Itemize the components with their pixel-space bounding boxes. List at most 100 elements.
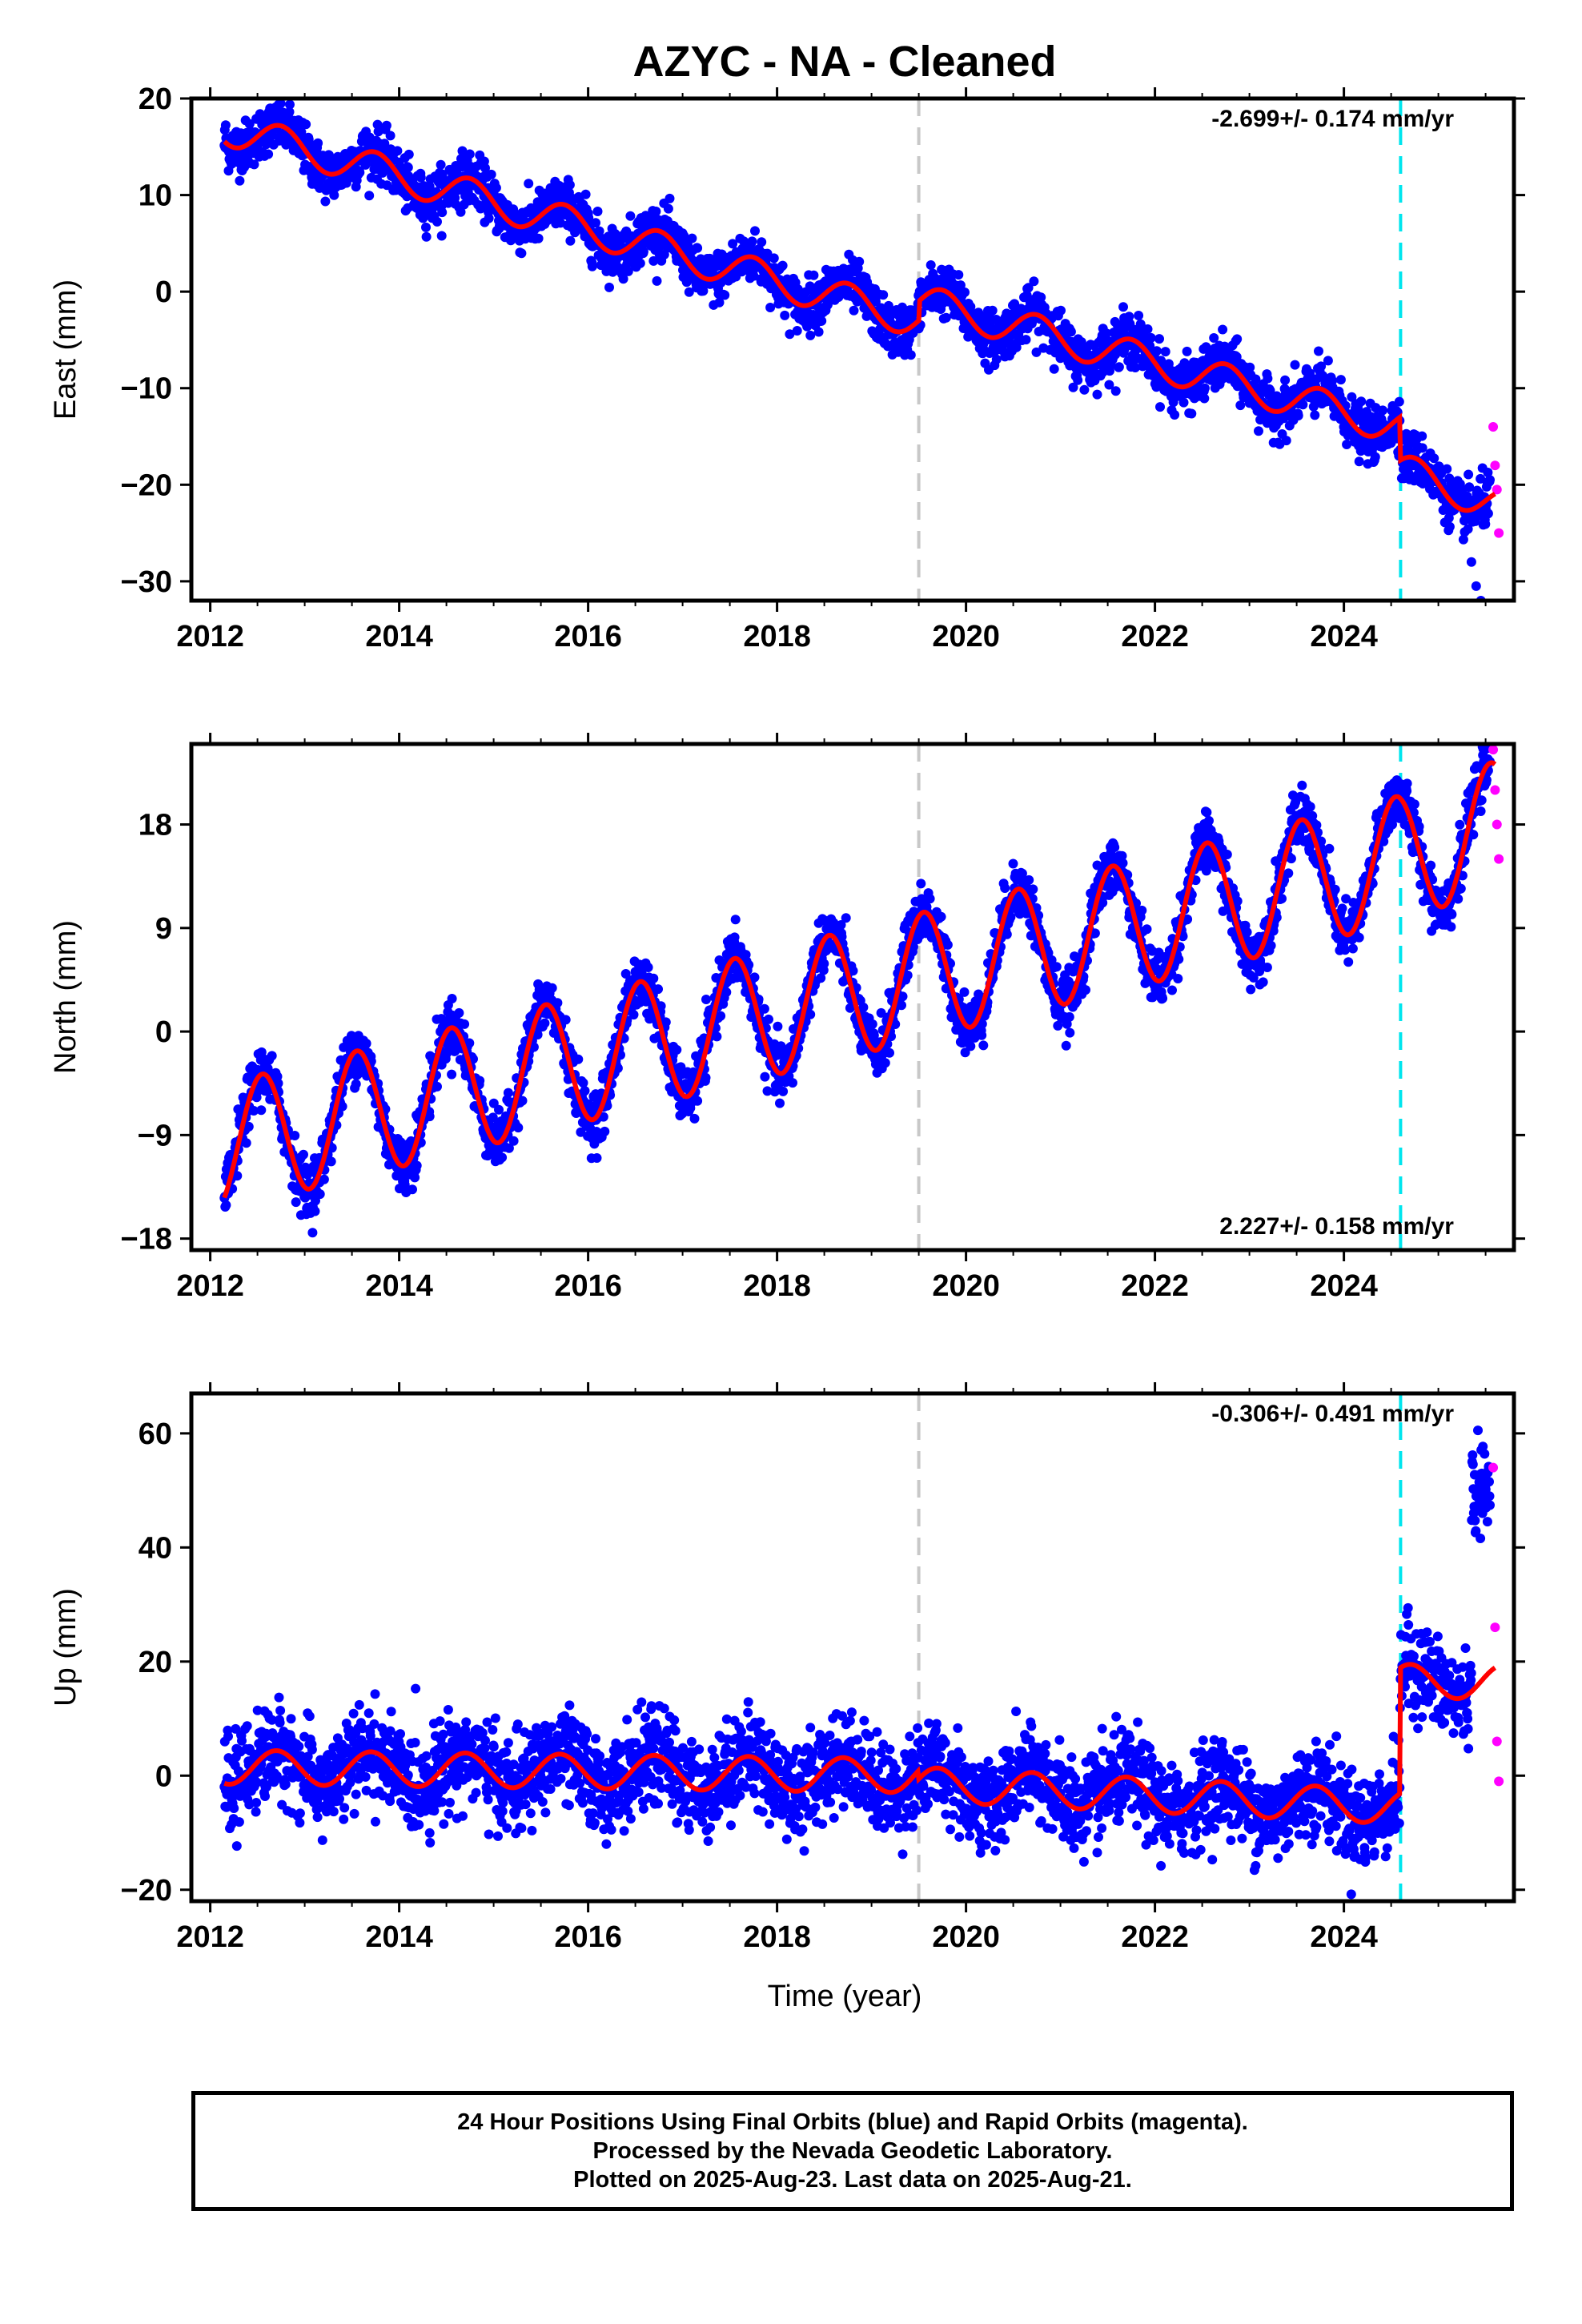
final-orbit-point (941, 312, 951, 323)
final-orbit-point (625, 211, 636, 221)
final-orbit-point (788, 1078, 797, 1088)
final-orbit-point (916, 879, 926, 889)
final-orbit-point (648, 973, 659, 983)
final-orbit-point (241, 1138, 251, 1148)
final-orbit-point (580, 1086, 590, 1096)
final-orbit-point (883, 300, 893, 311)
final-orbit-point (1480, 519, 1491, 529)
final-orbit-point (235, 175, 245, 186)
final-orbit-point (1335, 375, 1346, 385)
final-orbit-point (730, 915, 741, 925)
final-orbit-point (552, 998, 563, 1008)
final-orbit-point (310, 1206, 320, 1216)
final-orbit-point (580, 189, 591, 199)
final-orbit-point (1466, 557, 1476, 567)
final-orbit-point (867, 1019, 877, 1029)
final-orbit-point (503, 1088, 513, 1098)
x-tick-label: 2016 (554, 620, 622, 653)
final-orbit-point (1178, 397, 1189, 408)
final-orbit-point (285, 99, 295, 110)
final-orbit-point (313, 138, 323, 148)
final-orbit-point (385, 131, 396, 141)
final-orbit-point (1110, 386, 1121, 396)
final-orbit-point (416, 172, 426, 183)
final-orbit-point (684, 287, 694, 297)
final-orbit-point (592, 207, 603, 216)
final-orbit-point (432, 216, 442, 227)
final-orbit-point (721, 987, 732, 997)
final-orbit-point (955, 280, 966, 291)
final-orbit-point (773, 1021, 783, 1031)
final-orbit-point (364, 191, 375, 201)
final-orbit-point (1146, 332, 1156, 343)
final-orbit-point (954, 270, 964, 280)
final-orbit-point (663, 203, 673, 214)
final-orbit-point (1471, 581, 1481, 591)
final-orbit-point (959, 987, 970, 997)
final-orbit-point (296, 127, 307, 137)
final-orbit-point (1281, 436, 1291, 446)
chart-title: AZYC - NA - Cleaned (632, 38, 1056, 86)
panels: 2012 2014 2016 2018 2020 2022 2024−30−20−10010… (49, 82, 1525, 1954)
final-orbit-point (1444, 521, 1455, 532)
final-orbit-point (1370, 452, 1380, 462)
final-orbit-point (698, 286, 709, 296)
final-orbit-point (432, 1081, 442, 1092)
final-orbit-point (1023, 283, 1034, 293)
final-orbit-point (712, 1031, 722, 1042)
final-orbit-point (775, 1098, 785, 1108)
final-orbit-point (263, 149, 274, 159)
final-orbit-point (765, 303, 776, 312)
final-orbit-point (805, 330, 816, 340)
final-orbit-point (447, 994, 457, 1003)
x-tick-label: 2020 (932, 620, 1000, 653)
final-orbit-point (960, 287, 970, 297)
final-orbit-point (447, 1069, 457, 1080)
final-orbit-point (1011, 342, 1022, 352)
final-orbit-point (1298, 400, 1308, 410)
final-orbit-point (547, 983, 557, 993)
final-orbit-point (792, 326, 802, 336)
final-orbit-point (424, 181, 435, 191)
final-orbit-point (1066, 327, 1076, 337)
final-orbit-point (648, 255, 659, 266)
final-orbit-point (1263, 373, 1273, 384)
final-orbit-point (437, 207, 448, 218)
final-orbit-point (1134, 311, 1144, 320)
final-orbit-point (1378, 405, 1388, 416)
final-orbit-point (267, 1051, 277, 1061)
final-orbit-point (508, 1136, 519, 1146)
final-orbit-point (412, 1160, 422, 1171)
final-orbit-point (747, 236, 757, 247)
final-orbit-point (591, 218, 600, 228)
final-orbit-point (1293, 411, 1303, 420)
final-orbit-point (284, 107, 295, 117)
final-orbit-point (392, 146, 403, 156)
y-tick-label: 10 (139, 179, 172, 213)
final-orbit-point (408, 1184, 417, 1195)
final-orbit-point (1049, 364, 1059, 374)
final-orbit-point (1170, 410, 1180, 420)
final-orbit-point (1031, 347, 1042, 357)
final-orbit-point (817, 316, 827, 326)
final-orbit-point (701, 995, 711, 1004)
final-orbit-point (497, 1152, 508, 1163)
final-orbit-point (1155, 402, 1165, 412)
final-orbit-point (361, 1039, 371, 1048)
final-orbit-point (436, 159, 446, 170)
final-orbit-point (757, 237, 767, 247)
final-orbit-point (1021, 335, 1031, 345)
final-orbit-point (936, 911, 946, 922)
final-orbit-point (854, 256, 865, 267)
rate-label: -2.699+/- 0.174 mm/yr (1211, 106, 1454, 132)
final-orbit-point (1056, 305, 1066, 316)
final-orbit-point (1464, 469, 1474, 480)
final-orbit-point (249, 159, 259, 170)
final-orbit-point (221, 1200, 231, 1210)
final-orbit-point (665, 193, 675, 203)
final-orbit-point (778, 1086, 789, 1096)
final-orbit-point (604, 282, 614, 292)
final-orbit-point (849, 305, 859, 316)
final-orbit-point (679, 231, 689, 241)
